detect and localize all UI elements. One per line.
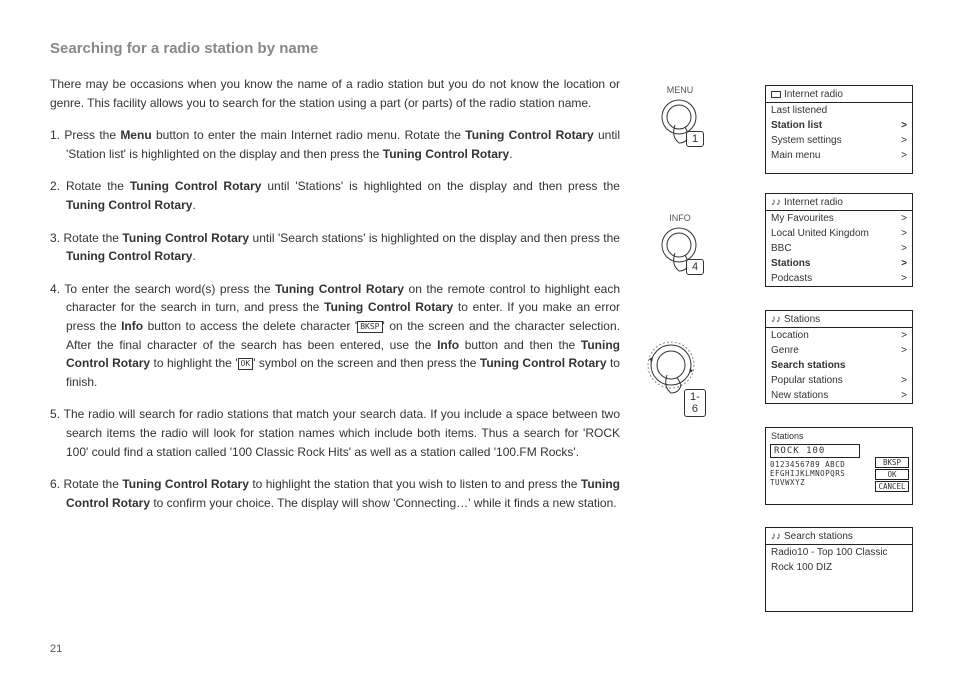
list-icon	[771, 91, 781, 98]
search-input-display: ROCK 100	[770, 444, 860, 458]
step-1: 1. Press the Menu button to enter the ma…	[50, 126, 620, 163]
dial-badge-1: 1	[686, 131, 704, 147]
bksp-button: BKSP	[875, 457, 909, 468]
menu-row: New stations>	[766, 388, 912, 403]
page-title: Searching for a radio station by name	[50, 40, 914, 57]
menu-panel-search-entry: Stations ROCK 100 0123456789 ABCD EFGHIJ…	[765, 427, 913, 505]
result-row: Rock 100 DIZ	[766, 560, 912, 575]
menu-row: Podcasts>	[766, 271, 912, 286]
step-2: 2. Rotate the Tuning Control Rotary unti…	[50, 177, 620, 214]
music-icon: ♪♪	[771, 197, 781, 208]
dial-menu-icon: MENU 1	[650, 85, 710, 145]
dial-rotary-icon: 1-6	[644, 341, 704, 397]
ok-button: OK	[875, 469, 909, 480]
ok-inline-icon: OK	[238, 358, 254, 370]
menu-row: Local United Kingdom>	[766, 226, 912, 241]
menu-row: Last listened	[766, 103, 912, 118]
menu-row: System settings>	[766, 133, 912, 148]
music-icon: ♪♪	[771, 314, 781, 325]
dial-badge-4: 4	[686, 259, 704, 275]
menu-row: Popular stations>	[766, 373, 912, 388]
menu-row: Search stations	[766, 358, 912, 373]
result-row: Radio10 - Top 100 Classic	[766, 545, 912, 560]
page-number: 21	[50, 643, 62, 655]
menu-panel-search-results: ♪♪Search stations Radio10 - Top 100 Clas…	[765, 527, 913, 612]
step-5: 5. The radio will search for radio stati…	[50, 405, 620, 461]
menu-panel-internet-radio-1: Internet radio Last listened Station lis…	[765, 85, 913, 174]
menu-row: Genre>	[766, 343, 912, 358]
menu-panel-internet-radio-2: ♪♪Internet radio My Favourites> Local Un…	[765, 193, 913, 287]
body-text: There may be occasions when you know the…	[50, 75, 620, 526]
menu-panel-stations: ♪♪Stations Location> Genre> Search stati…	[765, 310, 913, 404]
menu-row: Stations>	[766, 256, 912, 271]
step-6: 6. Rotate the Tuning Control Rotary to h…	[50, 475, 620, 512]
menu-row: BBC>	[766, 241, 912, 256]
cancel-button: CANCEL	[875, 481, 909, 492]
dial-badge-1-6: 1-6	[684, 389, 706, 417]
menu-row: Main menu>	[766, 148, 912, 163]
intro-paragraph: There may be occasions when you know the…	[50, 75, 620, 112]
menu-row: Location>	[766, 328, 912, 343]
menu-row: Station list>	[766, 118, 912, 133]
bksp-inline-icon: BKSP	[357, 321, 382, 333]
menu-row: My Favourites>	[766, 211, 912, 226]
step-4: 4. To enter the search word(s) press the…	[50, 280, 620, 392]
step-3: 3. Rotate the Tuning Control Rotary unti…	[50, 229, 620, 266]
music-icon: ♪♪	[771, 531, 781, 542]
dial-info-icon: INFO 4	[650, 213, 710, 273]
